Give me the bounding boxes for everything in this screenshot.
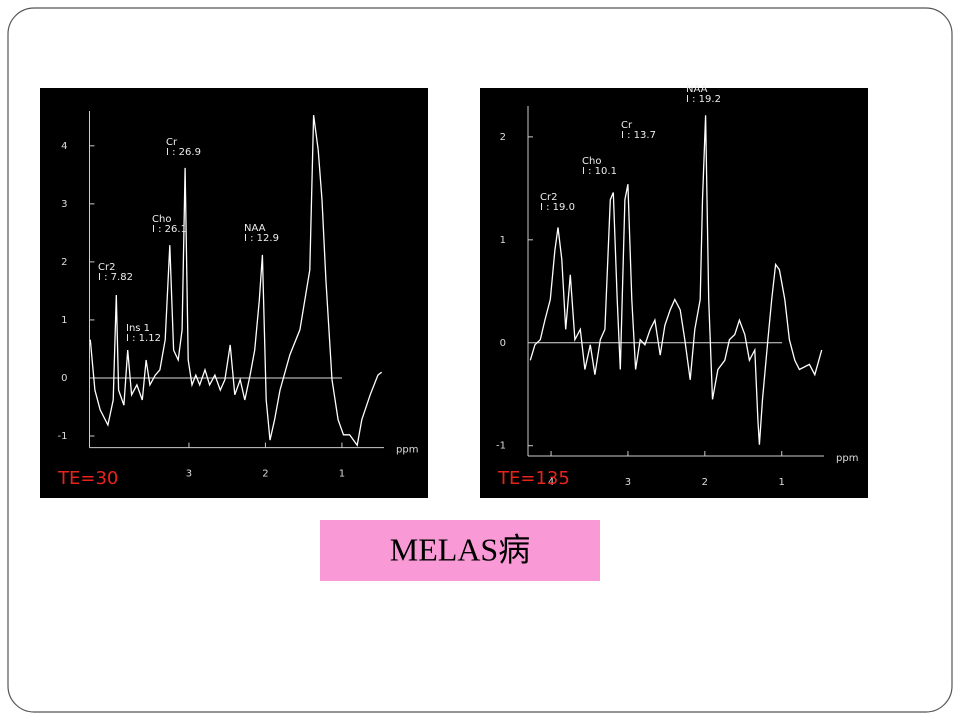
spectrum-line xyxy=(89,115,383,447)
chart-panel xyxy=(480,88,868,498)
y-tick-label: 2 xyxy=(61,257,67,268)
x-axis-label: ppm xyxy=(836,453,858,464)
peak-name: Cr2 xyxy=(98,262,115,273)
y-tick-label: 3 xyxy=(61,199,67,210)
caption: MELAS病 xyxy=(390,531,530,567)
echo-time-label: TE=30 xyxy=(57,468,118,489)
peak-name: Cho xyxy=(152,214,171,225)
caption-box xyxy=(320,520,600,581)
x-tick-label: 1 xyxy=(339,469,345,480)
echo-time-label: TE=135 xyxy=(497,468,570,489)
peak-integral: I : 1.12 xyxy=(126,333,161,344)
x-tick-label: 3 xyxy=(186,469,192,480)
peak-name: Cr2 xyxy=(540,192,557,203)
peak-integral: I : 10.1 xyxy=(582,166,617,177)
peak-name: NAA xyxy=(244,223,266,234)
peak-integral: I : 19.0 xyxy=(540,202,575,213)
peak-name: Cr xyxy=(166,137,178,148)
peak-integral: I : 12.9 xyxy=(244,233,279,244)
y-tick-label: 0 xyxy=(500,338,506,349)
x-tick-label: 3 xyxy=(625,477,631,488)
y-tick-label: 1 xyxy=(61,315,67,326)
y-tick-label: -1 xyxy=(496,441,506,452)
y-tick-label: -1 xyxy=(58,431,68,442)
y-tick-label: 2 xyxy=(500,132,506,143)
x-tick-label: 2 xyxy=(262,469,268,480)
peak-integral: I : 26.1 xyxy=(152,224,187,235)
peak-integral: I : 19.2 xyxy=(686,94,721,105)
peak-name: Ins 1 xyxy=(126,323,150,334)
spectrum-line xyxy=(529,115,823,445)
chart-panel xyxy=(40,88,428,498)
y-tick-label: 4 xyxy=(61,141,67,152)
peak-name: Cr xyxy=(621,120,633,131)
peak-integral: I : 13.7 xyxy=(621,130,656,141)
x-tick-label: 1 xyxy=(779,477,785,488)
peak-integral: I : 26.9 xyxy=(166,147,201,158)
y-tick-label: 0 xyxy=(61,373,67,384)
y-tick-label: 1 xyxy=(500,235,506,246)
x-tick-label: 2 xyxy=(702,477,708,488)
x-tick-label: 4 xyxy=(548,477,554,488)
peak-name: Cho xyxy=(582,156,601,167)
peak-integral: I : 7.82 xyxy=(98,272,133,283)
peak-name: NAA xyxy=(686,84,708,95)
x-axis-label: ppm xyxy=(396,445,418,456)
